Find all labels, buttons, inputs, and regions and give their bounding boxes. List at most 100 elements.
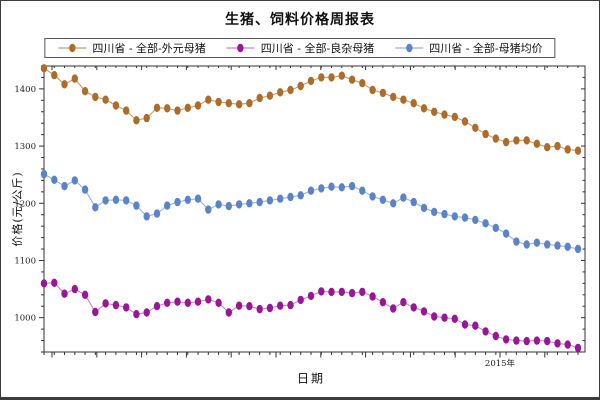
y-tick-label: 1000 <box>14 314 36 324</box>
series-2 <box>40 169 582 254</box>
data-point <box>92 92 99 102</box>
data-point <box>174 106 181 115</box>
data-point <box>420 203 428 213</box>
data-point <box>81 290 89 299</box>
legend-label: 四川省 - 全部-母猪均价 <box>429 42 543 55</box>
data-point <box>102 299 109 308</box>
data-point <box>359 79 366 88</box>
data-point <box>338 287 345 297</box>
data-point <box>143 308 150 317</box>
data-point <box>112 101 120 110</box>
data-point <box>441 209 448 219</box>
data-point <box>40 64 48 73</box>
data-point <box>400 95 407 104</box>
data-point <box>369 85 376 95</box>
legend-label: 四川省 - 全部-外元母猪 <box>92 42 206 55</box>
data-point <box>266 196 274 205</box>
data-point <box>307 291 315 301</box>
data-point <box>533 139 541 148</box>
data-point <box>235 100 243 109</box>
data-point <box>184 195 191 204</box>
data-point <box>482 129 489 139</box>
data-point <box>348 288 356 298</box>
data-point <box>359 287 366 297</box>
data-point <box>174 297 181 306</box>
data-point <box>328 287 335 297</box>
y-axis-title: 价格(元/公斤) <box>11 171 24 247</box>
data-point <box>451 314 458 323</box>
y-axis-tick-labels: 1000 1100 1200 1300 1400 <box>14 85 36 324</box>
data-point <box>307 76 315 86</box>
legend-box: 四川省 - 全部-外元母猪 四川省 - 全部-良杂母猪 四川省 - 全部-母猪均价 <box>44 38 556 58</box>
data-point <box>277 88 284 97</box>
data-point <box>502 335 510 344</box>
data-point <box>235 301 243 310</box>
legend-item-2: 四川省 - 全部-母猪均价 <box>394 40 543 56</box>
data-point <box>194 297 202 306</box>
series-1 <box>40 278 582 353</box>
data-point <box>194 101 202 110</box>
legend-marker-icon <box>226 43 255 53</box>
data-point <box>390 199 397 208</box>
data-point <box>472 321 479 330</box>
data-point <box>133 310 140 319</box>
data-point <box>544 336 551 346</box>
data-point <box>410 197 417 207</box>
data-point <box>513 136 520 145</box>
data-point <box>451 212 458 221</box>
data-point <box>205 295 212 304</box>
data-point <box>431 207 438 217</box>
data-point <box>513 237 520 246</box>
data-point <box>277 301 284 310</box>
data-point <box>451 112 458 122</box>
data-point <box>153 103 161 113</box>
data-point <box>102 95 109 104</box>
data-point <box>71 176 79 185</box>
data-point <box>564 242 571 251</box>
y-axis-ticks <box>39 65 585 353</box>
y-tick-label: 1300 <box>14 142 36 152</box>
data-point <box>92 203 99 212</box>
data-point <box>410 99 417 108</box>
data-point <box>205 205 212 214</box>
data-point <box>61 289 68 298</box>
data-point <box>277 194 284 203</box>
data-point <box>554 339 561 348</box>
data-point <box>133 116 140 125</box>
x-axis-ticks <box>43 66 579 358</box>
data-point <box>431 107 438 117</box>
data-point <box>328 73 335 82</box>
data-point <box>61 181 68 191</box>
data-point <box>143 113 150 123</box>
data-point <box>112 300 120 310</box>
data-point <box>400 298 407 307</box>
data-point <box>441 110 448 119</box>
data-point <box>564 145 571 154</box>
legend-marker-icon <box>395 43 424 53</box>
data-point <box>225 201 232 211</box>
data-point <box>461 320 469 329</box>
data-point <box>174 197 181 207</box>
data-point <box>400 193 407 202</box>
x-axis-title: 日期 <box>296 371 326 386</box>
data-point <box>338 183 345 192</box>
data-point <box>482 219 489 228</box>
y-tick-label: 1100 <box>14 256 36 266</box>
data-point <box>40 169 48 179</box>
data-point <box>205 95 212 104</box>
chart-title: 生猪、饲料价格周报表 <box>225 12 375 28</box>
data-point <box>164 298 171 307</box>
data-point <box>297 191 304 200</box>
y-tick-label: 1400 <box>14 85 36 95</box>
data-point <box>266 91 274 100</box>
data-point <box>215 97 222 107</box>
data-point <box>348 181 356 191</box>
data-point <box>379 195 387 204</box>
data-point <box>318 73 325 82</box>
data-point <box>287 300 294 310</box>
data-point <box>307 186 315 195</box>
data-point <box>328 182 335 191</box>
data-point <box>51 71 58 80</box>
data-point <box>379 298 387 307</box>
